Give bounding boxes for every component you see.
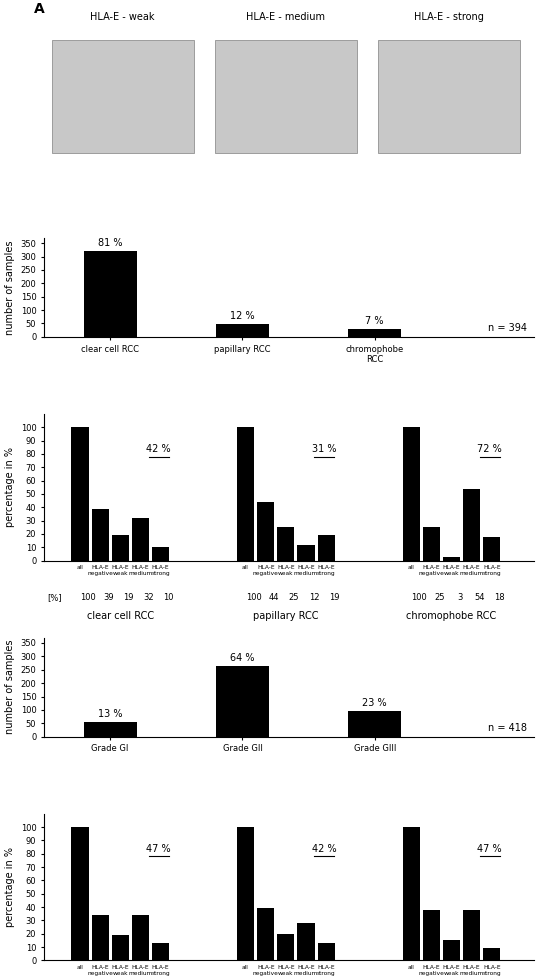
Bar (463, 489, 480, 561)
Bar (152, 547, 169, 561)
Text: 100: 100 (80, 593, 96, 603)
Text: HLA-E - strong: HLA-E - strong (414, 12, 483, 22)
Text: A: A (34, 2, 45, 17)
Bar (132, 517, 149, 561)
Bar (257, 908, 274, 960)
Bar (84, 722, 136, 737)
Text: clear cell RCC: clear cell RCC (87, 612, 154, 621)
FancyBboxPatch shape (52, 40, 194, 153)
Bar (216, 666, 269, 737)
Bar (317, 943, 335, 960)
Bar (298, 545, 315, 561)
Text: 25: 25 (434, 593, 444, 603)
Text: 10: 10 (163, 593, 174, 603)
Bar (403, 427, 420, 561)
Bar (423, 909, 440, 960)
Y-axis label: number of samples: number of samples (5, 240, 15, 334)
Bar (92, 915, 109, 960)
Text: 72 %: 72 % (477, 444, 502, 454)
Text: 42 %: 42 % (312, 844, 337, 854)
Text: 25: 25 (289, 593, 299, 603)
Bar (112, 535, 129, 561)
Text: 47 %: 47 % (146, 844, 171, 854)
Bar (423, 527, 440, 561)
Text: 23 %: 23 % (362, 698, 387, 708)
Text: 18: 18 (494, 593, 505, 603)
Bar (112, 935, 129, 960)
Y-axis label: percentage in %: percentage in % (5, 447, 15, 527)
Text: 64 %: 64 % (230, 653, 255, 662)
Text: 7 %: 7 % (366, 317, 384, 326)
Bar (237, 427, 254, 561)
Text: 81 %: 81 % (98, 238, 123, 248)
Bar (132, 915, 149, 960)
FancyBboxPatch shape (378, 40, 520, 153)
Text: 3: 3 (457, 593, 462, 603)
Bar (216, 324, 269, 337)
Text: 12 %: 12 % (230, 311, 255, 321)
Text: 100: 100 (246, 593, 261, 603)
Y-axis label: number of samples: number of samples (5, 640, 15, 734)
Text: chromophobe RCC: chromophobe RCC (406, 612, 497, 621)
Text: 42 %: 42 % (146, 444, 171, 454)
Text: 19: 19 (329, 593, 339, 603)
Text: 100: 100 (411, 593, 427, 603)
Bar (317, 535, 335, 561)
Bar (298, 923, 315, 960)
Bar (277, 527, 294, 561)
Text: 44: 44 (268, 593, 279, 603)
Text: HLA-E - medium: HLA-E - medium (246, 12, 325, 22)
Bar (348, 710, 401, 737)
Bar (84, 252, 136, 337)
Bar (277, 934, 294, 960)
Text: 31 %: 31 % (312, 444, 337, 454)
Text: n = 394: n = 394 (488, 322, 527, 333)
Bar (237, 827, 254, 960)
Text: 13 %: 13 % (98, 710, 123, 719)
Bar (463, 909, 480, 960)
Bar (152, 943, 169, 960)
Text: papillary RCC: papillary RCC (253, 612, 318, 621)
Bar (483, 537, 500, 561)
Bar (443, 941, 460, 960)
Text: n = 418: n = 418 (488, 722, 527, 733)
FancyBboxPatch shape (215, 40, 358, 153)
Bar (348, 329, 401, 337)
Text: 12: 12 (309, 593, 320, 603)
Text: [%]: [%] (48, 593, 62, 603)
Bar (72, 827, 89, 960)
Bar (92, 509, 109, 561)
Bar (257, 502, 274, 561)
Bar (483, 949, 500, 960)
Text: HLA-E - weak: HLA-E - weak (90, 12, 155, 22)
Bar (443, 557, 460, 561)
Text: 47 %: 47 % (477, 844, 502, 854)
Y-axis label: percentage in %: percentage in % (5, 847, 15, 927)
Text: 54: 54 (475, 593, 485, 603)
Text: 32: 32 (143, 593, 154, 603)
Text: 19: 19 (123, 593, 134, 603)
Bar (403, 827, 420, 960)
Text: 39: 39 (103, 593, 113, 603)
Bar (72, 427, 89, 561)
